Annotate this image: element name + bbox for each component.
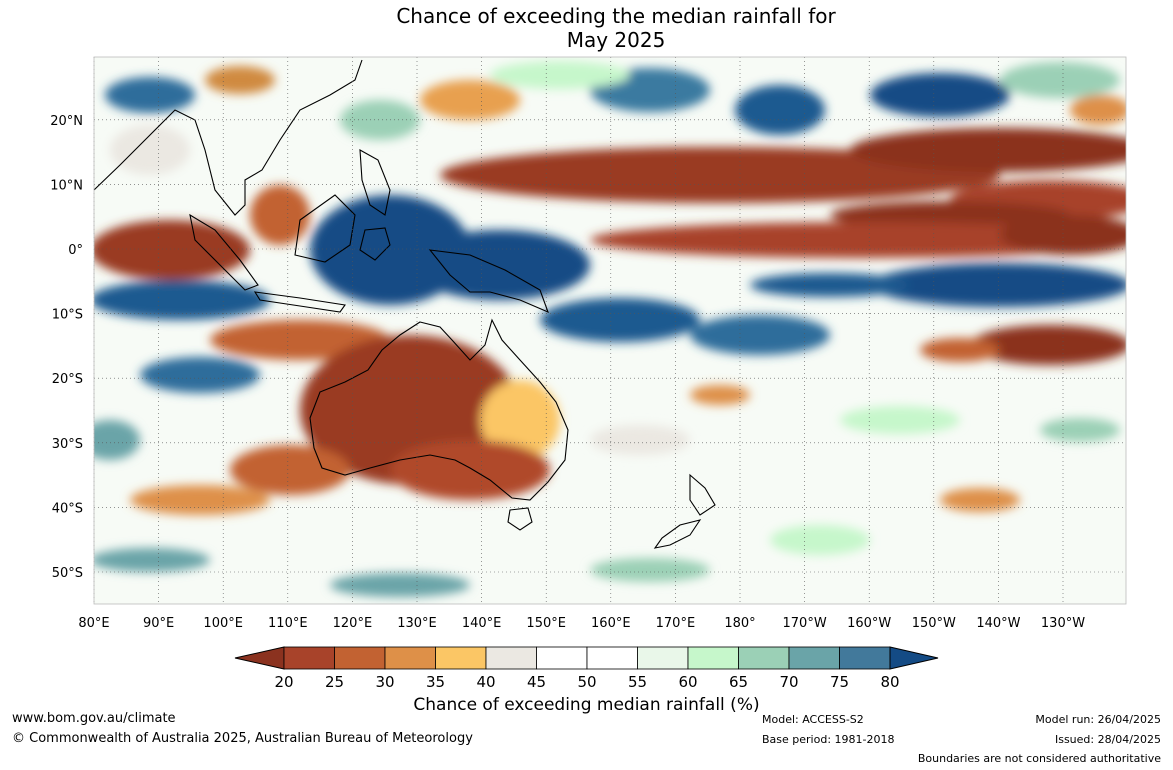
latitude-label: 30°S [52, 437, 83, 452]
map-field [94, 57, 1126, 604]
title-line2: May 2025 [566, 28, 666, 52]
longitude-label: 140°E [462, 616, 502, 631]
rainfall-map: 20°N 10°N 0° 10°S 20°S 30°S 40°S 50°S 80°E 90°E 1… [50, 56, 1127, 691]
tasmania-coast [507, 507, 533, 531]
colorbar-tick-label: 70 [779, 673, 798, 691]
sulawesi-coast [359, 227, 391, 261]
colorbar-segment [384, 646, 436, 670]
latitude-label: 20°S [52, 372, 83, 387]
colorbar-segment [687, 646, 739, 670]
colorbar-tick-label: 80 [880, 673, 899, 691]
longitude-label: 130°E [397, 616, 437, 631]
longitude-label: 160°W [847, 616, 891, 631]
colorbar-segment [738, 646, 790, 670]
bom-url-link[interactable]: www.bom.gov.au/climate [12, 711, 176, 726]
longitude-label: 90°E [143, 616, 174, 631]
longitude-label: 140°W [976, 616, 1020, 631]
colorbar-segment [536, 646, 588, 670]
map-frame [93, 56, 1127, 605]
colorbar-title: Chance of exceeding median rainfall (%) [413, 695, 760, 715]
colorbar-segment [435, 646, 487, 670]
colorbar-tick-label: 75 [830, 673, 849, 691]
longitude-label: 160°E [591, 616, 631, 631]
java-coast [253, 291, 346, 313]
new-zealand-north [689, 473, 716, 516]
colorbar-tick-label: 20 [274, 673, 293, 691]
longitude-labels: 80°E 90°E 100°E 110°E 120°E 130°E 140°E 150°E 16… [78, 616, 1085, 631]
longitude-label: 150°E [526, 616, 566, 631]
longitude-label: 80°E [78, 616, 109, 631]
latitude-label: 10°N [50, 178, 83, 193]
longitude-label: 100°E [203, 616, 243, 631]
colorbar-tick-label: 50 [577, 673, 596, 691]
longitude-label: 180° [724, 616, 755, 631]
latitude-label: 20°N [50, 114, 83, 129]
colorbar-tick-label: 35 [426, 673, 445, 691]
latitude-label: 40°S [52, 501, 83, 516]
base-period-text: Base period: 1981-2018 [762, 733, 895, 746]
boundaries-note: Boundaries are not considered authoritat… [917, 752, 1161, 765]
latitude-labels: 20°N 10°N 0° 10°S 20°S 30°S 40°S 50°S [50, 114, 83, 581]
colorbar-segment [839, 646, 891, 670]
graticule [93, 57, 1126, 604]
colorbar-tick-label: 55 [628, 673, 647, 691]
longitude-label: 130°W [1041, 616, 1085, 631]
model-text: Model: ACCESS-S2 [762, 713, 864, 726]
latitude-label: 50°S [52, 566, 83, 581]
sumatra-coast [189, 213, 259, 291]
australia-coast [309, 318, 569, 501]
coastlines [94, 59, 716, 549]
longitude-label: 120°E [333, 616, 373, 631]
colorbar-tick-label: 30 [375, 673, 394, 691]
new-zealand-south [653, 519, 702, 549]
colorbar-tick-label: 45 [527, 673, 546, 691]
colorbar: 20 25 30 35 40 45 50 55 60 65 70 75 80 [234, 646, 939, 691]
philippines-coast [359, 149, 391, 216]
map-title: Chance of exceeding the median rainfall … [0, 4, 1173, 52]
new-guinea-coast [428, 249, 549, 314]
asia-coast [94, 59, 363, 216]
longitude-label: 170°E [656, 616, 696, 631]
longitude-label: 150°W [912, 616, 956, 631]
colorbar-tick-label: 60 [678, 673, 697, 691]
colorbar-segment [586, 646, 638, 670]
title-line1: Chance of exceeding the median rainfall … [396, 4, 836, 28]
longitude-label: 170°W [783, 616, 827, 631]
colorbar-tick-label: 25 [325, 673, 344, 691]
colorbar-over-arrow [889, 646, 939, 670]
colorbar-tick-label: 65 [729, 673, 748, 691]
issued-text: Issued: 28/04/2025 [1054, 733, 1161, 746]
colorbar-under-arrow [234, 646, 285, 670]
borneo-coast [294, 194, 356, 263]
latitude-label: 10°S [52, 308, 83, 323]
colorbar-segment [788, 646, 840, 670]
longitude-label: 110°E [268, 616, 308, 631]
colorbar-segment [485, 646, 537, 670]
copyright-text: © Commonwealth of Australia 2025, Austra… [12, 731, 473, 746]
colorbar-segment [637, 646, 689, 670]
model-run-text: Model run: 26/04/2025 [1035, 713, 1161, 726]
colorbar-tick-label: 40 [476, 673, 495, 691]
colorbar-segment [283, 646, 335, 670]
latitude-label: 0° [68, 243, 83, 258]
colorbar-segment [334, 646, 386, 670]
